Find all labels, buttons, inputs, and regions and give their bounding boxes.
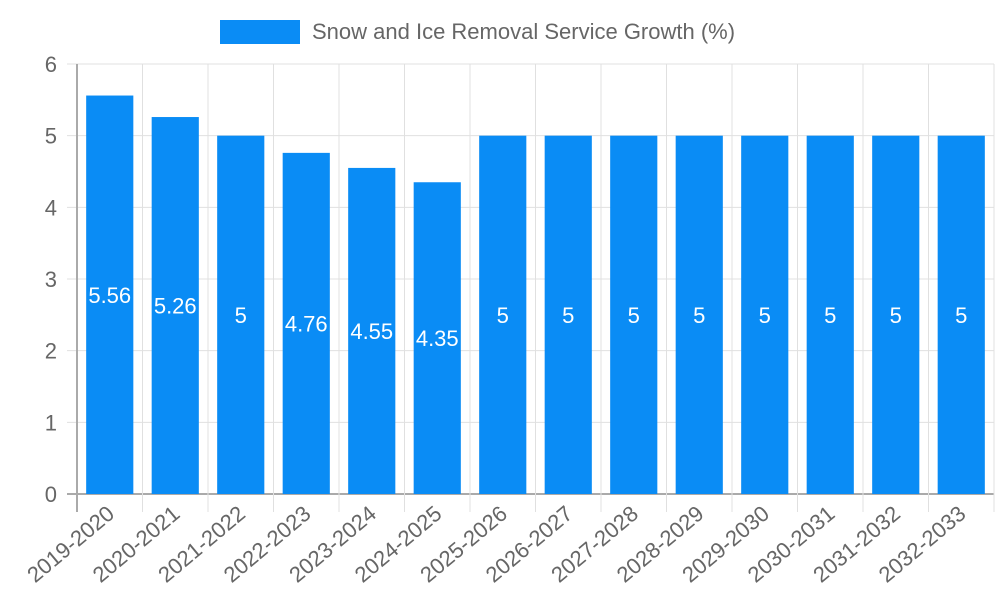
y-tick-label: 0 (45, 482, 57, 507)
bar[interactable] (675, 135, 723, 494)
data-label: 5.56 (88, 283, 131, 308)
legend[interactable]: Snow and Ice Removal Service Growth (%) (220, 19, 735, 45)
data-label: 5 (562, 303, 574, 328)
bar[interactable] (348, 167, 396, 494)
bar[interactable] (610, 135, 658, 494)
data-label: 5 (955, 303, 967, 328)
bar[interactable] (217, 135, 265, 494)
data-label: 4.76 (285, 311, 328, 336)
data-label: 5 (824, 303, 836, 328)
data-label: 4.55 (350, 319, 393, 344)
bar[interactable] (806, 135, 854, 494)
data-label: 5.26 (154, 294, 197, 319)
bar[interactable] (282, 152, 330, 494)
bar[interactable] (413, 182, 461, 494)
legend-swatch (220, 20, 300, 44)
bar[interactable] (937, 135, 985, 494)
data-label: 4.35 (416, 326, 459, 351)
legend-label: Snow and Ice Removal Service Growth (%) (312, 19, 736, 44)
y-tick-label: 2 (45, 339, 57, 364)
y-tick-label: 4 (45, 195, 57, 220)
data-label: 5 (759, 303, 771, 328)
data-label: 5 (497, 303, 509, 328)
bar[interactable] (86, 95, 134, 495)
bar[interactable] (872, 135, 920, 494)
data-label: 5 (235, 303, 247, 328)
bar[interactable] (741, 135, 789, 494)
y-tick-label: 3 (45, 267, 57, 292)
data-label: 5 (693, 303, 705, 328)
bar[interactable] (151, 117, 199, 495)
bar[interactable] (479, 135, 527, 494)
y-tick-label: 5 (45, 124, 57, 149)
y-tick-label: 1 (45, 410, 57, 435)
y-tick-label: 6 (45, 52, 57, 77)
data-label: 5 (890, 303, 902, 328)
bars: 5.56 5.26 5 4.76 4.55 4.35 5 5 5 5 5 5 5 5 (86, 95, 985, 495)
bar[interactable] (544, 135, 592, 494)
data-label: 5 (628, 303, 640, 328)
x-axis-labels: 2019-20202020-20212021-20222022-20232023… (22, 501, 970, 588)
